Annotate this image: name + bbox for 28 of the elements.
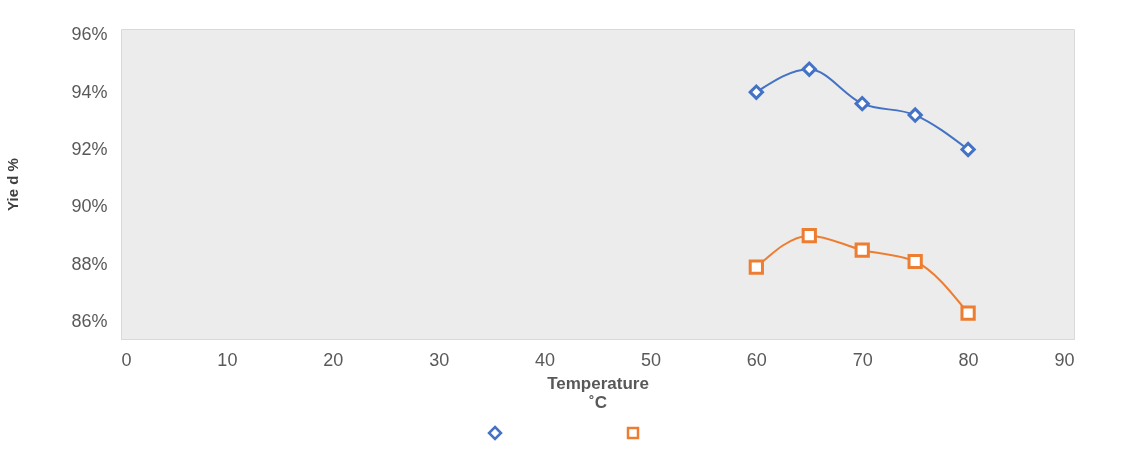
point	[960, 141, 976, 158]
y-axis-title: Yie d %	[4, 158, 22, 211]
x-tick-label: 80	[958, 349, 979, 370]
x-tick-label: 90	[1054, 349, 1075, 370]
x-tick-label: 20	[323, 349, 344, 370]
x-tick-label: 0	[121, 349, 132, 370]
point	[748, 259, 764, 275]
y-tick-label: 94%	[71, 81, 108, 102]
point	[907, 107, 923, 123]
y-tick-label: 96%	[71, 24, 108, 45]
y-tick-label: 90%	[71, 196, 108, 217]
x-axis-title: Temperature ˚C	[547, 373, 649, 412]
x-tick-label: 40	[535, 349, 556, 370]
point	[801, 61, 817, 77]
x-tick-label: 70	[852, 349, 873, 370]
y-tick-label: 86%	[71, 311, 108, 332]
point	[801, 228, 817, 244]
point	[907, 253, 923, 270]
point	[854, 96, 870, 112]
x-tick-label: 50	[640, 349, 661, 370]
point	[748, 84, 764, 100]
x-tick-label: 60	[746, 349, 767, 370]
x-tick-label: 30	[429, 349, 450, 370]
point	[854, 242, 870, 258]
x-tick-label: 10	[217, 349, 238, 370]
y-tick-label: 92%	[71, 139, 108, 160]
y-tick-label: 88%	[71, 253, 108, 274]
point	[960, 305, 976, 321]
